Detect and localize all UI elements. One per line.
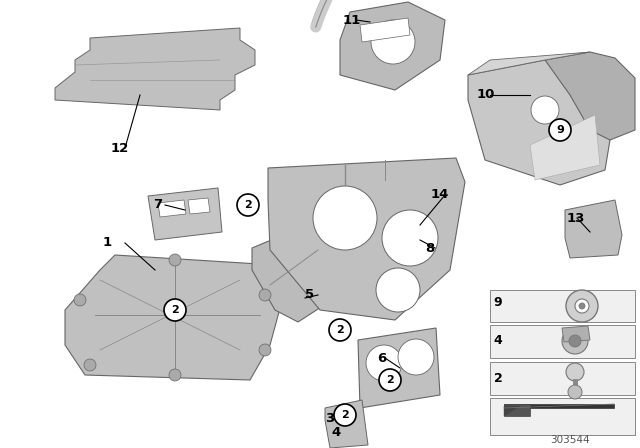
Circle shape — [579, 303, 585, 309]
Text: 10: 10 — [477, 89, 495, 102]
Text: 9: 9 — [493, 296, 502, 309]
Circle shape — [329, 319, 351, 341]
Text: 14: 14 — [431, 189, 449, 202]
Text: 2: 2 — [244, 200, 252, 210]
Polygon shape — [55, 28, 255, 110]
Polygon shape — [562, 326, 590, 342]
Polygon shape — [268, 158, 465, 320]
Circle shape — [84, 359, 96, 371]
Circle shape — [313, 186, 377, 250]
Text: 2: 2 — [341, 410, 349, 420]
Text: 8: 8 — [426, 241, 435, 254]
Circle shape — [379, 369, 401, 391]
Polygon shape — [188, 198, 210, 214]
Circle shape — [549, 119, 571, 141]
Circle shape — [566, 290, 598, 322]
Circle shape — [366, 345, 402, 381]
Polygon shape — [252, 228, 332, 322]
Circle shape — [376, 268, 420, 312]
Polygon shape — [468, 52, 590, 75]
Circle shape — [562, 328, 588, 354]
Polygon shape — [65, 255, 285, 380]
Circle shape — [566, 363, 584, 381]
Circle shape — [334, 404, 356, 426]
Text: 6: 6 — [378, 352, 387, 365]
Circle shape — [382, 210, 438, 266]
Polygon shape — [360, 18, 410, 42]
Text: 2: 2 — [493, 371, 502, 384]
Polygon shape — [148, 188, 222, 240]
Circle shape — [371, 20, 415, 64]
Text: 3: 3 — [325, 412, 335, 425]
Circle shape — [259, 289, 271, 301]
Circle shape — [74, 294, 86, 306]
Circle shape — [531, 96, 559, 124]
Text: 1: 1 — [102, 237, 111, 250]
Polygon shape — [545, 52, 635, 140]
Circle shape — [259, 344, 271, 356]
Circle shape — [575, 299, 589, 313]
Circle shape — [568, 385, 582, 399]
Text: 2: 2 — [336, 325, 344, 335]
Circle shape — [569, 335, 581, 347]
Text: 4: 4 — [332, 426, 340, 439]
Text: 2: 2 — [171, 305, 179, 315]
Circle shape — [398, 339, 434, 375]
Text: 2: 2 — [386, 375, 394, 385]
Text: 12: 12 — [111, 142, 129, 155]
Polygon shape — [340, 2, 445, 90]
Bar — [490, 290, 635, 322]
Text: 4: 4 — [493, 333, 502, 346]
Polygon shape — [325, 400, 368, 448]
Bar — [490, 362, 635, 395]
Circle shape — [237, 194, 259, 216]
Text: 11: 11 — [343, 13, 361, 26]
Text: 13: 13 — [567, 211, 585, 224]
Text: 5: 5 — [305, 289, 315, 302]
Polygon shape — [504, 406, 520, 416]
Circle shape — [169, 369, 181, 381]
Polygon shape — [504, 404, 530, 416]
Polygon shape — [158, 200, 186, 217]
Circle shape — [169, 254, 181, 266]
Polygon shape — [358, 328, 440, 408]
Polygon shape — [530, 115, 600, 180]
Text: 9: 9 — [556, 125, 564, 135]
Text: 7: 7 — [154, 198, 163, 211]
Polygon shape — [565, 200, 622, 258]
Bar — [490, 325, 635, 358]
Polygon shape — [504, 404, 614, 408]
Circle shape — [164, 299, 186, 321]
Bar — [490, 398, 635, 435]
Polygon shape — [468, 60, 610, 185]
Text: 303544: 303544 — [550, 435, 590, 445]
